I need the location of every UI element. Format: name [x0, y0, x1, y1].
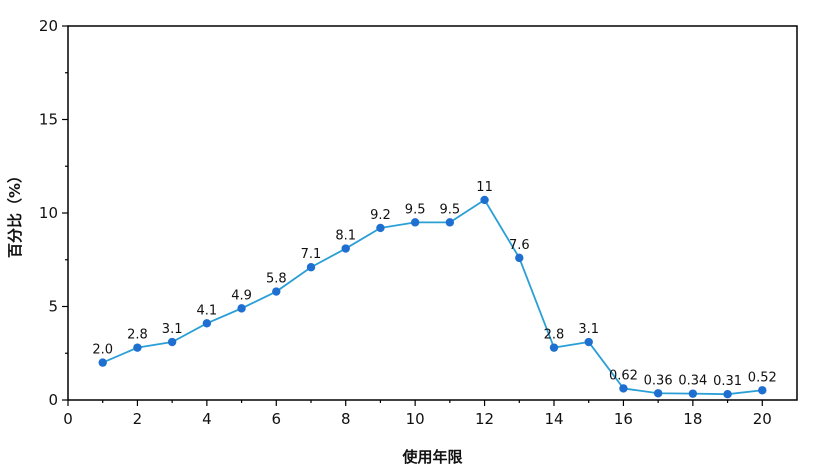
data-point [723, 390, 732, 399]
y-axis-title: 百分比（%） [6, 168, 24, 258]
y-tick-label: 5 [48, 298, 58, 316]
x-tick-label: 10 [406, 410, 425, 428]
y-tick-label: 0 [48, 391, 58, 409]
x-tick-label: 0 [63, 410, 73, 428]
x-tick-label: 8 [341, 410, 351, 428]
x-tick-label: 16 [614, 410, 633, 428]
series-line [102, 198, 763, 396]
data-labels: 2.0 2.8 3.1 4.1 4.9 5.8 7.1 8.1 9.2 9.5 9.5 11 7.6 2.… [92, 180, 776, 389]
data-label: 0.31 [713, 374, 742, 389]
series [98, 195, 767, 399]
data-point [272, 287, 281, 296]
data-label: 0.52 [748, 370, 777, 385]
data-label: 2.8 [544, 328, 565, 343]
x-tick-label: 2 [133, 410, 143, 428]
data-label: 3.1 [162, 322, 183, 337]
x-tick-label: 4 [202, 410, 212, 428]
data-label: 0.36 [644, 373, 673, 388]
data-point [758, 386, 767, 395]
data-label: 2.8 [127, 328, 148, 343]
data-label: 11 [476, 180, 493, 195]
data-label: 4.9 [231, 288, 252, 303]
data-point [306, 263, 316, 272]
data-point [653, 389, 663, 398]
axes [67, 25, 798, 401]
data-point [167, 337, 177, 347]
data-point [376, 223, 385, 233]
x-tick-label: 20 [753, 410, 772, 428]
data-point [515, 253, 524, 263]
data-label: 7.6 [509, 238, 530, 253]
y-tick-label: 15 [39, 111, 58, 129]
data-point [202, 319, 212, 328]
data-label: 2.0 [92, 343, 113, 358]
data-point [410, 218, 420, 227]
data-label: 9.2 [370, 208, 391, 223]
plot-frame [67, 25, 798, 401]
x-tick-label: 14 [544, 410, 563, 428]
data-point [237, 304, 246, 313]
x-tick-label: 6 [272, 410, 282, 428]
y-tick-label: 10 [39, 204, 58, 222]
data-point [133, 343, 142, 352]
data-point [584, 337, 593, 347]
data-point [688, 389, 698, 398]
data-point [480, 195, 489, 205]
data-label: 9.5 [405, 202, 426, 217]
data-point [341, 244, 350, 253]
data-point [445, 218, 455, 227]
data-label: 9.5 [440, 202, 461, 217]
x-tick-label: 18 [683, 410, 702, 428]
data-point [619, 384, 628, 393]
data-label: 5.8 [266, 272, 287, 287]
data-label: 7.1 [301, 247, 322, 262]
x-tick-label: 12 [475, 410, 494, 428]
data-label: 0.34 [678, 374, 707, 389]
data-label: 3.1 [578, 322, 599, 337]
data-label: 4.1 [197, 303, 218, 318]
data-label: 0.62 [609, 368, 638, 383]
y-tick-label: 20 [39, 17, 58, 35]
data-point [549, 343, 559, 352]
x-axis-title: 使用年限 [401, 448, 462, 466]
data-point [98, 358, 107, 367]
data-label: 8.1 [335, 229, 356, 244]
ticks: 0 2 4 6 8 10 12 14 16 18 20 0 5 10 15 20 [39, 17, 772, 428]
